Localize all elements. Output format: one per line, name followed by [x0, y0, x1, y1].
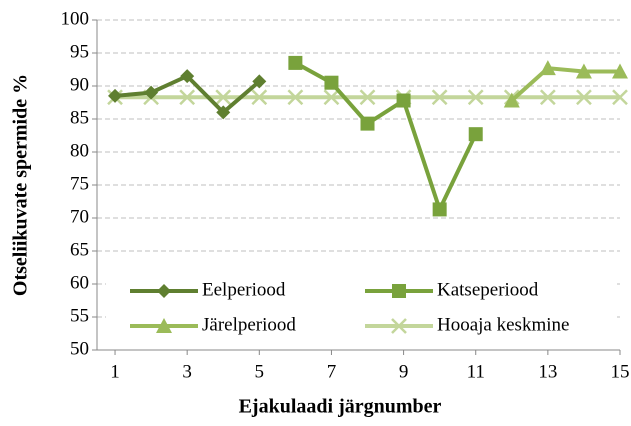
legend-box	[106, 276, 614, 342]
marker	[467, 89, 484, 106]
marker	[575, 63, 592, 79]
x-tick-label: 13	[538, 361, 557, 382]
y-tick-label: 80	[70, 140, 89, 161]
x-tick-label: 1	[110, 361, 120, 382]
legend-label: Katseperiood	[437, 279, 539, 300]
marker-cross	[251, 89, 268, 106]
legend-item: Hooaja keskmine	[365, 314, 569, 335]
marker-cross	[215, 89, 232, 106]
marker	[157, 284, 171, 298]
marker-cross	[576, 89, 592, 106]
marker	[432, 202, 447, 217]
marker	[396, 93, 411, 108]
x-tick-label: 15	[611, 361, 630, 382]
y-tick-label: 50	[70, 338, 89, 359]
marker-cross	[539, 89, 556, 106]
marker	[539, 60, 556, 76]
marker	[287, 89, 304, 106]
legend-item: Eelperiood	[130, 279, 286, 300]
marker	[180, 69, 195, 84]
marker	[503, 92, 520, 108]
marker	[251, 89, 268, 106]
marker-cross	[431, 89, 448, 106]
marker	[359, 89, 376, 106]
marker-cross	[179, 89, 196, 106]
x-tick-label: 9	[399, 361, 409, 382]
x-tick-label: 7	[327, 361, 337, 382]
marker	[391, 318, 407, 334]
legend-label: Eelperiood	[202, 279, 286, 300]
marker	[612, 63, 628, 79]
marker-cross	[287, 89, 304, 106]
marker	[179, 89, 196, 106]
marker	[156, 318, 172, 333]
marker	[360, 116, 375, 131]
marker-cross	[359, 89, 376, 106]
marker	[144, 85, 159, 100]
series-line	[294, 61, 478, 215]
y-tick-label: 60	[70, 272, 89, 293]
marker	[431, 89, 448, 106]
marker	[392, 284, 406, 298]
legend-label: Hooaja keskmine	[437, 314, 569, 335]
y-tick-label: 90	[70, 74, 89, 95]
legend-label: Järelperiood	[202, 314, 296, 335]
marker	[468, 127, 483, 142]
y-tick-label: 70	[70, 206, 89, 227]
y-tick-label: 100	[61, 8, 90, 29]
marker	[215, 89, 232, 106]
marker-cross	[467, 89, 484, 106]
y-tick-label: 95	[70, 41, 89, 62]
y-tick-label: 55	[70, 305, 89, 326]
x-tick-label: 11	[467, 361, 485, 382]
marker	[323, 89, 340, 106]
y-tick-label: 65	[70, 239, 89, 260]
marker-cross	[323, 89, 340, 106]
marker	[324, 75, 339, 90]
marker	[576, 89, 592, 106]
marker	[252, 74, 267, 89]
y-tick-label: 85	[70, 107, 89, 128]
legend-item: Katseperiood	[365, 279, 539, 300]
legend-item: Järelperiood	[130, 314, 296, 335]
marker	[108, 88, 123, 103]
y-axis-title: Otseliikuvate spermide %	[10, 74, 32, 296]
y-tick-label: 75	[70, 173, 89, 194]
marker	[288, 55, 303, 70]
marker-cross	[391, 318, 407, 334]
marker	[612, 89, 628, 106]
marker-cross	[612, 89, 628, 106]
marker	[539, 89, 556, 106]
marker	[216, 105, 231, 120]
x-axis-title: Ejakulaadi järgnumber	[239, 396, 442, 418]
x-tick-label: 3	[182, 361, 192, 382]
series-line	[510, 66, 620, 103]
x-tick-label: 5	[255, 361, 265, 382]
